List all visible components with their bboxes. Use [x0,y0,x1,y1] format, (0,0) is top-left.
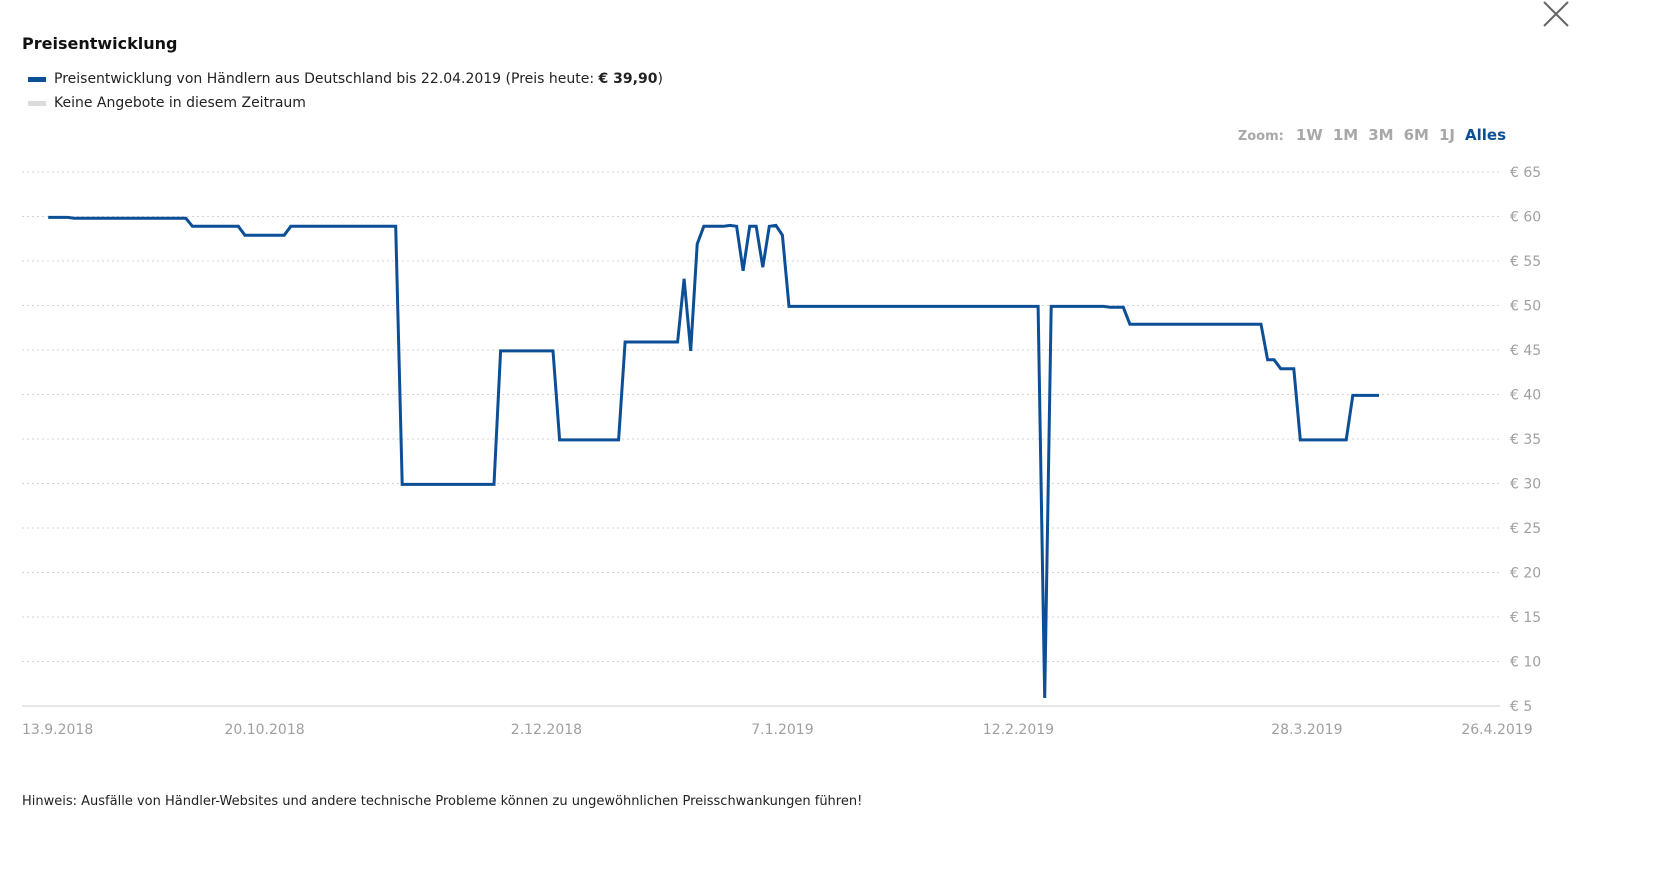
legend-entry-empty: Keine Angebote in diesem Zeitraum [28,95,306,111]
close-icon-graphic [1543,1,1569,27]
y-tick-label: € 55 [1510,254,1541,270]
y-tick-label: € 5 [1510,699,1532,715]
y-tick-label: € 50 [1510,299,1541,315]
y-tick-label: € 10 [1510,655,1541,671]
zoom-label: Zoom: [1237,129,1284,144]
x-axis-ticks: 13.9.2018 20.10.2018 2.12.2018 7.1.2019 12.2… [22,722,1533,738]
legend-series-text: Preisentwicklung von Händlern aus Deutsc… [54,71,663,87]
price-series-line [48,215,1379,699]
y-tick-label: € 25 [1510,521,1541,537]
zoom-3m-button[interactable]: 3M [1368,126,1394,144]
current-price: € 39,90 [598,71,658,87]
close-icon[interactable] [1538,0,1572,30]
zoom-1w-button[interactable]: 1W [1295,126,1323,144]
chart-grid [22,171,1500,707]
y-tick-label: € 65 [1510,165,1541,181]
y-tick-label: € 20 [1510,566,1541,582]
zoom-controls: Zoom: 1W 1M 3M 6M 1J Alles [1238,126,1506,144]
page-title: Preisentwicklung [22,34,178,53]
zoom-6m-button[interactable]: 6M [1403,126,1429,144]
zoom-1j-button[interactable]: 1J [1438,126,1455,144]
x-tick-label: 20.10.2018 [224,722,304,738]
y-tick-label: € 30 [1510,477,1541,493]
x-tick-label: 2.12.2018 [511,722,582,738]
legend-swatch-empty [28,100,46,106]
y-tick-label: € 35 [1510,432,1541,448]
y-tick-label: € 40 [1510,388,1541,404]
y-tick-label: € 60 [1510,210,1541,226]
y-tick-label: € 15 [1510,610,1541,626]
x-tick-label: 26.4.2019 [1461,722,1532,738]
x-tick-label: 28.3.2019 [1271,722,1342,738]
legend-swatch-series [28,76,46,82]
y-tick-label: € 45 [1510,343,1541,359]
x-tick-label: 12.2.2019 [983,722,1054,738]
x-tick-label: 7.1.2019 [751,722,813,738]
hint-note: Hinweis: Ausfälle von Händler-Websites u… [22,794,863,809]
zoom-alles-button[interactable]: Alles [1465,126,1506,144]
legend-entry-series[interactable]: Preisentwicklung von Händlern aus Deutsc… [28,71,663,87]
legend-empty-text: Keine Angebote in diesem Zeitraum [54,95,306,111]
y-axis-ticks: € 5 € 10 € 15 € 20 € 25 € 30 € 35 € 40 € 45 € 50 €… [1510,165,1541,715]
zoom-1m-button[interactable]: 1M [1332,126,1359,144]
x-tick-label: 13.9.2018 [22,722,93,738]
